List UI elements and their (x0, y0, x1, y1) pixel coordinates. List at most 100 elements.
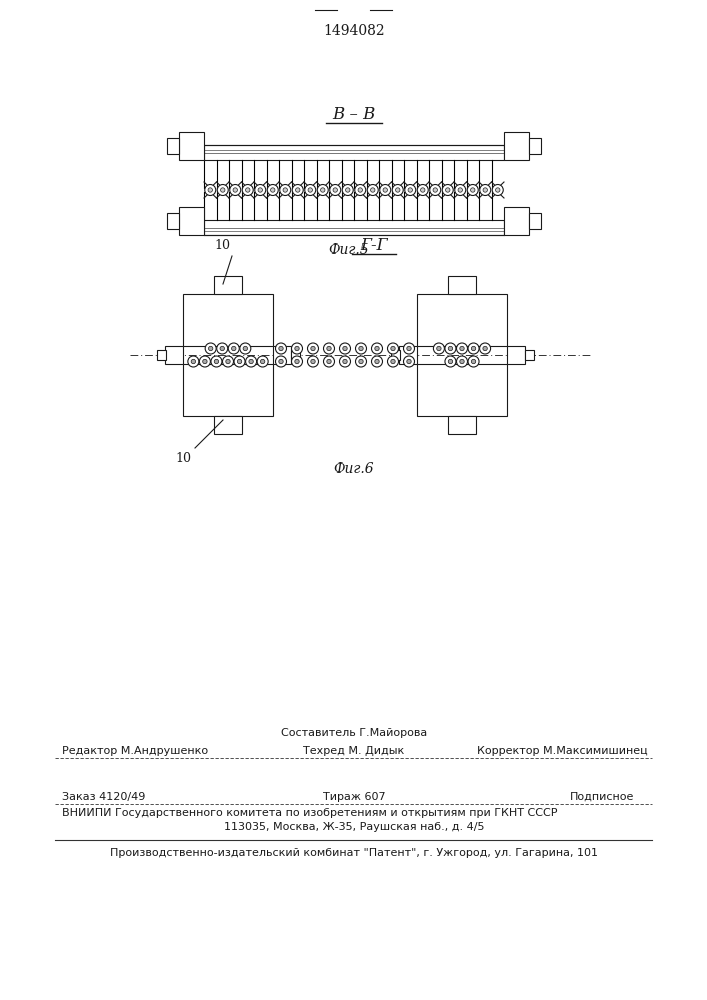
Circle shape (356, 356, 366, 367)
Circle shape (245, 188, 250, 192)
Bar (214, 416, 242, 434)
Circle shape (234, 356, 245, 367)
Bar (529, 213, 541, 229)
Bar (179, 132, 204, 160)
Circle shape (245, 356, 257, 367)
Bar (507, 346, 525, 364)
Circle shape (387, 356, 399, 367)
Circle shape (221, 188, 225, 192)
Circle shape (471, 188, 475, 192)
Circle shape (214, 359, 218, 364)
Circle shape (308, 188, 312, 192)
Circle shape (457, 343, 467, 354)
Text: 1494082: 1494082 (323, 24, 385, 38)
Circle shape (320, 188, 325, 192)
Circle shape (327, 359, 331, 364)
Circle shape (472, 359, 476, 364)
Text: Составитель Г.Майорова: Составитель Г.Майорова (281, 728, 427, 738)
Circle shape (329, 184, 341, 196)
Circle shape (375, 346, 379, 351)
Text: Корректор М.Максимишинец: Корректор М.Максимишинец (477, 746, 648, 756)
Circle shape (211, 356, 222, 367)
Circle shape (283, 188, 288, 192)
Circle shape (243, 346, 247, 351)
Circle shape (448, 346, 452, 351)
Circle shape (395, 188, 400, 192)
Circle shape (437, 346, 441, 351)
Text: Фиг.6: Фиг.6 (334, 462, 374, 476)
Circle shape (430, 184, 440, 196)
Circle shape (280, 184, 291, 196)
Circle shape (324, 356, 334, 367)
Circle shape (445, 188, 450, 192)
Circle shape (188, 356, 199, 367)
Bar (529, 138, 541, 154)
Circle shape (448, 359, 452, 364)
Circle shape (458, 188, 462, 192)
Bar (525, 350, 534, 360)
Circle shape (433, 343, 445, 354)
Circle shape (240, 343, 251, 354)
Circle shape (371, 343, 382, 354)
Circle shape (291, 343, 303, 354)
Circle shape (339, 343, 351, 354)
Bar (417, 364, 507, 416)
Circle shape (271, 188, 275, 192)
Circle shape (407, 346, 411, 351)
Circle shape (199, 356, 211, 367)
Circle shape (276, 343, 286, 354)
Circle shape (295, 359, 299, 364)
Circle shape (407, 359, 411, 364)
Circle shape (292, 184, 303, 196)
Circle shape (249, 359, 253, 364)
Circle shape (305, 184, 316, 196)
Circle shape (279, 346, 284, 351)
Circle shape (333, 188, 337, 192)
Circle shape (408, 188, 412, 192)
Bar (417, 294, 507, 346)
Circle shape (223, 356, 233, 367)
Circle shape (460, 359, 464, 364)
Circle shape (291, 356, 303, 367)
Circle shape (455, 184, 466, 196)
Text: Г-Г: Г-Г (360, 237, 388, 254)
Text: 10: 10 (214, 239, 230, 252)
Bar (183, 294, 273, 346)
Circle shape (232, 346, 236, 351)
Circle shape (391, 346, 395, 351)
Circle shape (203, 359, 207, 364)
Circle shape (339, 356, 351, 367)
Text: 10: 10 (175, 452, 191, 465)
Circle shape (346, 188, 350, 192)
Circle shape (356, 343, 366, 354)
Text: Производственно-издательский комбинат "Патент", г. Ужгород, ул. Гагарина, 101: Производственно-издательский комбинат "П… (110, 848, 598, 858)
Bar (204, 220, 504, 235)
Circle shape (230, 184, 241, 196)
Circle shape (392, 184, 403, 196)
Circle shape (308, 356, 318, 367)
Circle shape (387, 343, 399, 354)
Circle shape (208, 188, 212, 192)
Circle shape (324, 343, 334, 354)
Circle shape (483, 188, 487, 192)
Bar (179, 207, 204, 235)
Circle shape (217, 343, 228, 354)
Bar (448, 276, 476, 294)
Circle shape (480, 184, 491, 196)
Text: Редактор М.Андрушенко: Редактор М.Андрушенко (62, 746, 208, 756)
Text: 113035, Москва, Ж-35, Раушская наб., д. 4/5: 113035, Москва, Ж-35, Раушская наб., д. … (223, 822, 484, 832)
Circle shape (358, 188, 363, 192)
Bar (157, 350, 166, 360)
Circle shape (445, 356, 456, 367)
Circle shape (417, 184, 428, 196)
Bar (273, 346, 291, 364)
Bar (448, 416, 476, 434)
Circle shape (421, 188, 425, 192)
Text: Фиг.5: Фиг.5 (329, 243, 369, 257)
Bar (291, 350, 300, 360)
Circle shape (220, 346, 224, 351)
Text: Заказ 4120/49: Заказ 4120/49 (62, 792, 146, 802)
Circle shape (358, 346, 363, 351)
Circle shape (205, 343, 216, 354)
Text: B – B: B – B (332, 106, 375, 123)
